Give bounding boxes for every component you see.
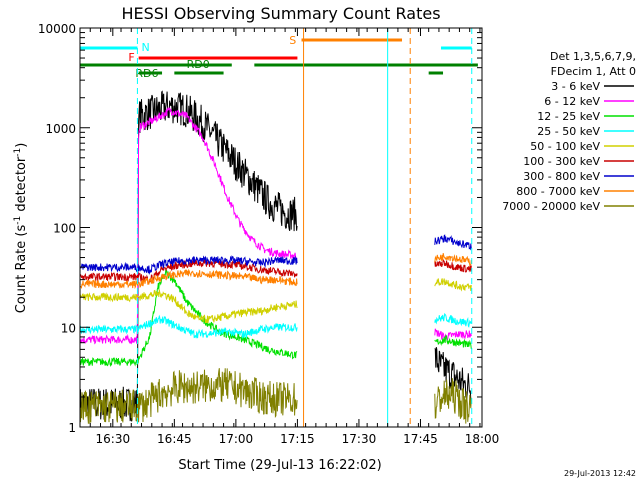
y-axis-label: Count Rate (s-1 detector-1) bbox=[13, 143, 29, 314]
flag-label-f: F bbox=[128, 51, 134, 64]
series-layer bbox=[80, 90, 472, 424]
y-axis: 1 10 100 1000 10000 bbox=[38, 22, 482, 435]
series-line-100-300-kev-late bbox=[434, 259, 472, 273]
series-line-6-12-kev-late bbox=[434, 328, 472, 341]
flag-layer: NF S RD0 RD6 bbox=[79, 28, 478, 427]
legend-label-25-50-kev: 25 - 50 keV bbox=[537, 125, 600, 138]
legend: 3 - 6 keV 6 - 12 keV 12 - 25 keV 25 - 50 ke… bbox=[502, 80, 634, 213]
x-tick-label: 18:00 bbox=[465, 432, 500, 446]
y-tick-label: 1000 bbox=[45, 122, 76, 136]
series-line-25-50-kev bbox=[80, 314, 298, 340]
legend-label-100-300-kev: 100 - 300 keV bbox=[523, 155, 600, 168]
legend-label-3-6-kev: 3 - 6 keV bbox=[551, 80, 600, 93]
flag-label-rd6: RD6 bbox=[135, 67, 158, 80]
plot-frame bbox=[79, 27, 483, 428]
legend-label-12-25-kev: 12 - 25 keV bbox=[537, 110, 600, 123]
y-tick-label: 10000 bbox=[38, 22, 76, 36]
series-line-50-100-kev bbox=[80, 289, 298, 324]
y-label-sup-1: -1 bbox=[13, 216, 23, 225]
chart-title: HESSI Observing Summary Count Rates bbox=[121, 4, 440, 23]
series-line-3-6-kev bbox=[80, 90, 298, 422]
x-tick-label: 17:30 bbox=[342, 432, 377, 446]
series-line-6-12-kev bbox=[80, 106, 298, 345]
y-tick-label: 10 bbox=[61, 321, 76, 335]
legend-label-7000-20000-kev: 7000 - 20000 keV bbox=[502, 200, 600, 213]
legend-title-line-1: Det 1,3,5,6,7,9, bbox=[550, 50, 636, 63]
legend-label-50-100-kev: 50 - 100 keV bbox=[530, 140, 600, 153]
legend-title-line-2: FDecim 1, Att 0 bbox=[551, 65, 636, 78]
series-line-300-800-kev-late bbox=[434, 234, 472, 251]
x-tick-label: 17:15 bbox=[280, 432, 315, 446]
series-line-12-25-kev bbox=[80, 268, 298, 368]
x-tick-label: 17:00 bbox=[219, 432, 254, 446]
flag-label-s: S bbox=[289, 34, 296, 47]
x-tick-label: 16:45 bbox=[157, 432, 192, 446]
y-label-sup-2: -1 bbox=[13, 148, 23, 157]
series-line-800-7000-kev-late bbox=[434, 252, 472, 267]
series-line-800-7000-kev bbox=[80, 268, 298, 290]
legend-label-800-7000-kev: 800 - 7000 keV bbox=[516, 185, 600, 198]
y-label-end: ) bbox=[14, 143, 29, 148]
x-tick-label: 16:30 bbox=[96, 432, 131, 446]
x-axis-label: Start Time (29-Jul-13 16:22:02) bbox=[178, 458, 381, 473]
y-label-main: Count Rate (s bbox=[14, 225, 29, 314]
series-line-7000-20000-kev-late bbox=[434, 378, 472, 424]
series-line-12-25-kev-late bbox=[434, 334, 472, 350]
series-line-7000-20000-kev bbox=[80, 368, 298, 424]
timestamp: 29-Jul-2013 12:42 bbox=[564, 469, 636, 478]
y-tick-label: 100 bbox=[53, 222, 76, 236]
series-line-25-50-kev-late bbox=[434, 312, 472, 328]
x-tick-label: 17:45 bbox=[403, 432, 438, 446]
flag-label-n: N bbox=[142, 41, 150, 54]
legend-label-6-12-kev: 6 - 12 keV bbox=[544, 95, 600, 108]
legend-label-300-800-kev: 300 - 800 keV bbox=[523, 170, 600, 183]
y-label-mid: detector bbox=[14, 156, 29, 216]
series-line-3-6-kev-late bbox=[434, 346, 472, 402]
flag-label-rd0: RD0 bbox=[187, 58, 210, 71]
y-tick-label: 1 bbox=[68, 421, 76, 435]
series-line-50-100-kev-late bbox=[434, 278, 472, 292]
series-line-300-800-kev bbox=[80, 255, 298, 275]
x-axis: 16:30 16:45 17:00 17:15 17:30 17:45 18:00 bbox=[79, 28, 500, 446]
